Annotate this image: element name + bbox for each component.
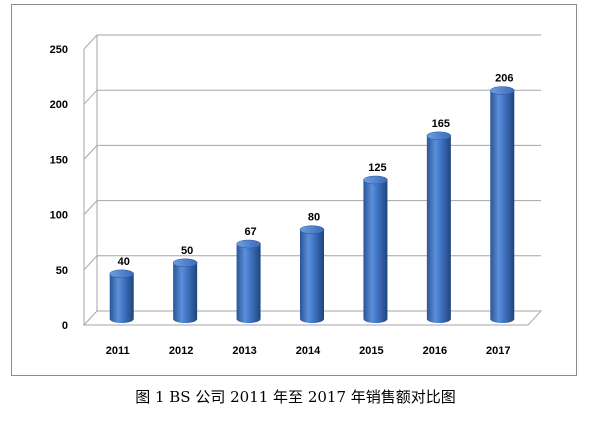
bar-2013: 67 — [236, 226, 261, 323]
bar-body — [363, 180, 388, 323]
gridline-diagonal — [83, 89, 98, 105]
bar-body — [236, 244, 261, 323]
y-axis-ticks: 0 50 100 150 200 250 — [50, 44, 68, 332]
y-tick-label: 250 — [50, 44, 68, 56]
bar-2012: 50 — [172, 245, 198, 323]
data-label: 125 — [368, 162, 386, 174]
x-tick-label: 2016 — [423, 345, 447, 357]
bar-2017: 206 — [490, 73, 515, 324]
bar-top — [236, 239, 261, 249]
bar-top — [490, 86, 515, 95]
x-tick-label: 2012 — [169, 345, 193, 357]
gridline-diagonal — [83, 34, 98, 50]
x-tick-label: 2015 — [359, 345, 383, 357]
y-tick-label: 200 — [50, 99, 68, 111]
gridline-diagonal — [83, 255, 98, 271]
bars: 40 50 67 80 125 165 206 — [109, 73, 515, 324]
bar-top — [109, 269, 134, 279]
bar-body — [490, 90, 515, 324]
bar-top — [426, 131, 452, 141]
bar-2015: 125 — [363, 162, 388, 323]
data-label: 67 — [244, 226, 256, 238]
bar-2011: 40 — [109, 256, 134, 323]
y-tick-label: 150 — [50, 154, 68, 166]
bar-2014: 80 — [299, 212, 325, 323]
bar-top — [172, 258, 198, 268]
bar-2016: 165 — [426, 118, 452, 323]
data-label: 80 — [308, 212, 320, 224]
x-axis-ticks: 2011 2012 2013 2014 2015 2016 2017 — [106, 345, 511, 357]
data-label: 40 — [118, 256, 130, 268]
x-tick-label: 2014 — [296, 345, 321, 357]
data-label: 206 — [495, 73, 513, 85]
bar-body — [109, 273, 134, 323]
y-tick-label: 0 — [62, 320, 68, 332]
figure-caption: 图 1 BS 公司 2011 年至 2017 年销售额对比图 — [135, 388, 456, 406]
bar-body — [173, 262, 198, 323]
data-label: 165 — [432, 118, 450, 130]
bar-top — [299, 225, 325, 234]
x-tick-label: 2017 — [486, 345, 510, 357]
y-tick-label: 100 — [50, 210, 68, 222]
data-label: 50 — [181, 245, 193, 257]
bar-top — [363, 175, 388, 185]
gridline-diagonal — [83, 145, 98, 160]
bar-body — [426, 135, 451, 323]
x-tick-label: 2013 — [232, 345, 256, 357]
bar-body — [300, 229, 324, 323]
gridline-diagonal — [83, 200, 98, 215]
x-tick-label: 2011 — [106, 345, 130, 357]
y-tick-label: 50 — [56, 265, 68, 277]
